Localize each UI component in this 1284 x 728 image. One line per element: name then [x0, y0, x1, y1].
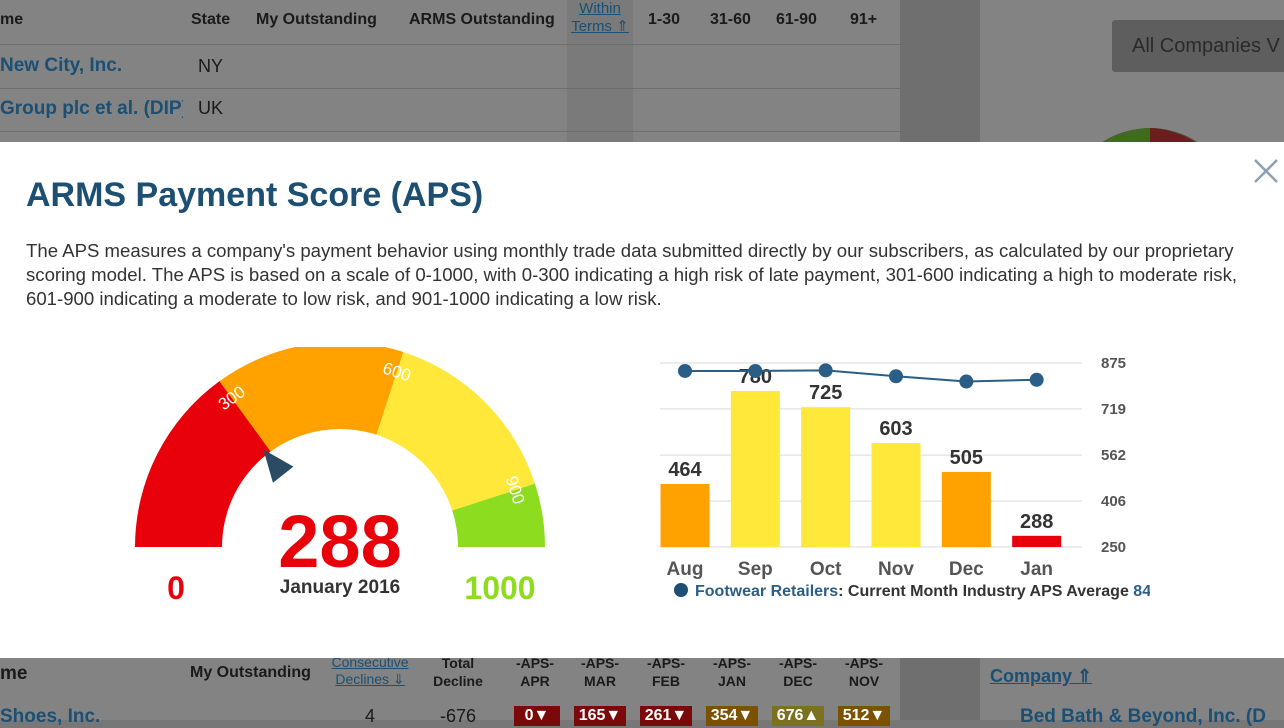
header-61-90: 61-90 — [776, 11, 817, 28]
industry-point — [959, 374, 974, 389]
chart-legend: Footwear Retailers: Current Month Indust… — [695, 583, 1150, 600]
aps-badge: 165▼ — [574, 706, 626, 726]
gauge-max-label: 1000 — [464, 570, 535, 606]
industry-line — [685, 369, 1037, 383]
aps-gauge: 300 600 900 288 January 2016 0 1000 — [135, 347, 545, 606]
aps-badge: 0▼ — [514, 706, 560, 726]
industry-point — [818, 363, 833, 378]
aps-badge: 512▼ — [838, 706, 890, 726]
industry-point — [678, 363, 692, 378]
bar-value-label: 464 — [668, 459, 702, 481]
x-tick-label: Oct — [810, 559, 842, 580]
gauge-segment-green — [452, 483, 545, 547]
modal-description: The APS measures a company's payment beh… — [26, 240, 1238, 309]
header-aps-feb: -APS- FEB — [646, 655, 686, 689]
header-arms-outstanding: ARMS Outstanding — [409, 11, 555, 28]
company-link[interactable]: Shoes, Inc. — [0, 706, 101, 727]
x-tick-label: Dec — [949, 559, 984, 580]
bar-dec — [941, 471, 991, 547]
header-aps-dec: -APS- DEC — [778, 655, 818, 689]
gauge-segment-yellow — [376, 352, 535, 511]
chart-grid — [660, 362, 1082, 548]
company-sort-link[interactable]: Company ⇑ — [990, 666, 1093, 686]
header-aps-mar: -APS- MAR — [580, 655, 620, 689]
row-divider — [0, 131, 900, 132]
x-tick-label: Sep — [738, 559, 773, 580]
modal-title: ARMS Payment Score (APS) — [26, 176, 484, 214]
header-total-decline: Total Decline — [433, 655, 483, 689]
legend-text: : Current Month Industry APS Average — [838, 583, 1133, 600]
y-tick-label: 875 — [1101, 355, 1126, 372]
bar-nov — [871, 443, 921, 547]
y-tick-label: 250 — [1101, 539, 1126, 556]
close-button[interactable] — [1252, 157, 1280, 185]
y-tick-label: 719 — [1101, 401, 1126, 418]
header-name: me — [0, 11, 24, 28]
gauge-min-label: 0 — [167, 570, 185, 606]
gauge-segment-orange — [219, 347, 404, 452]
total-decline-cell: -676 — [440, 706, 477, 726]
close-icon[interactable] — [1252, 157, 1280, 185]
bar-jan — [1012, 535, 1062, 547]
header-within-terms[interactable]: Within Terms ⇑ — [571, 0, 629, 35]
gauge-date: January 2016 — [280, 577, 400, 598]
x-tick-label: Aug — [667, 559, 704, 580]
header-state: State — [191, 11, 231, 28]
gauge-score: 288 — [278, 500, 401, 583]
company-link[interactable]: Bed Bath & Beyond, Inc. (D — [1020, 706, 1266, 727]
row-divider — [0, 44, 900, 45]
within-terms-column — [567, 0, 633, 142]
state-cell: NY — [198, 56, 224, 76]
row-divider — [0, 88, 900, 89]
chart-y-axis: 875 719 562 406 250 — [1101, 355, 1126, 556]
header-consecutive-declines[interactable]: Consecutive Declines ⇓ — [331, 654, 409, 687]
x-tick-label: Jan — [1020, 559, 1053, 580]
legend-value: 848 — [1133, 583, 1150, 600]
industry-average-line — [678, 363, 1044, 389]
header-aps-nov: -APS- NOV — [844, 655, 884, 689]
declines-cell: 4 — [365, 706, 376, 726]
header-my-outstanding: My Outstanding — [190, 664, 311, 681]
legend-industry: Footwear Retailers — [695, 583, 838, 600]
industry-point — [1029, 372, 1044, 387]
x-tick-label: Nov — [878, 559, 914, 580]
aps-badge: 676▲ — [772, 706, 824, 726]
bar-value-label: 725 — [809, 382, 842, 404]
y-tick-label: 562 — [1101, 447, 1126, 464]
state-cell: UK — [198, 98, 224, 118]
company-link[interactable]: New City, Inc. — [0, 55, 123, 76]
header-aps-apr: -APS- APR — [515, 655, 555, 689]
bar-value-label: 505 — [950, 447, 983, 469]
industry-point — [889, 369, 903, 384]
gauge-segment-red — [135, 381, 271, 547]
industry-point — [748, 363, 763, 378]
bar-sep — [730, 390, 780, 547]
bar-value-label: 288 — [1020, 511, 1053, 533]
chart-x-axis: Aug Sep Oct Nov Dec Jan — [667, 559, 1054, 580]
bar-aug — [660, 483, 710, 547]
company-link[interactable]: Group plc et al. (DIP) — [0, 98, 183, 119]
aps-modal: ARMS Payment Score (APS) The APS measure… — [0, 142, 1284, 658]
header-name: me — [0, 663, 28, 684]
gauge-pointer-icon — [263, 449, 294, 483]
bar-value-label: 603 — [879, 418, 912, 440]
chart-bars: 464780725603505288 — [660, 366, 1062, 547]
aps-badge: 261▼ — [640, 706, 692, 726]
y-tick-label: 406 — [1101, 493, 1126, 510]
header-my-outstanding: My Outstanding — [256, 11, 377, 28]
header-91-plus: 91+ — [850, 11, 878, 28]
bar-oct — [801, 407, 851, 547]
aps-badge: 354▼ — [706, 706, 758, 726]
legend-dot-icon — [674, 583, 688, 597]
companies-dropdown[interactable]: All Companies V — [1112, 20, 1284, 72]
header-1-30: 1-30 — [648, 11, 681, 28]
header-31-60: 31-60 — [710, 11, 751, 28]
header-aps-jan: -APS- JAN — [712, 655, 752, 689]
